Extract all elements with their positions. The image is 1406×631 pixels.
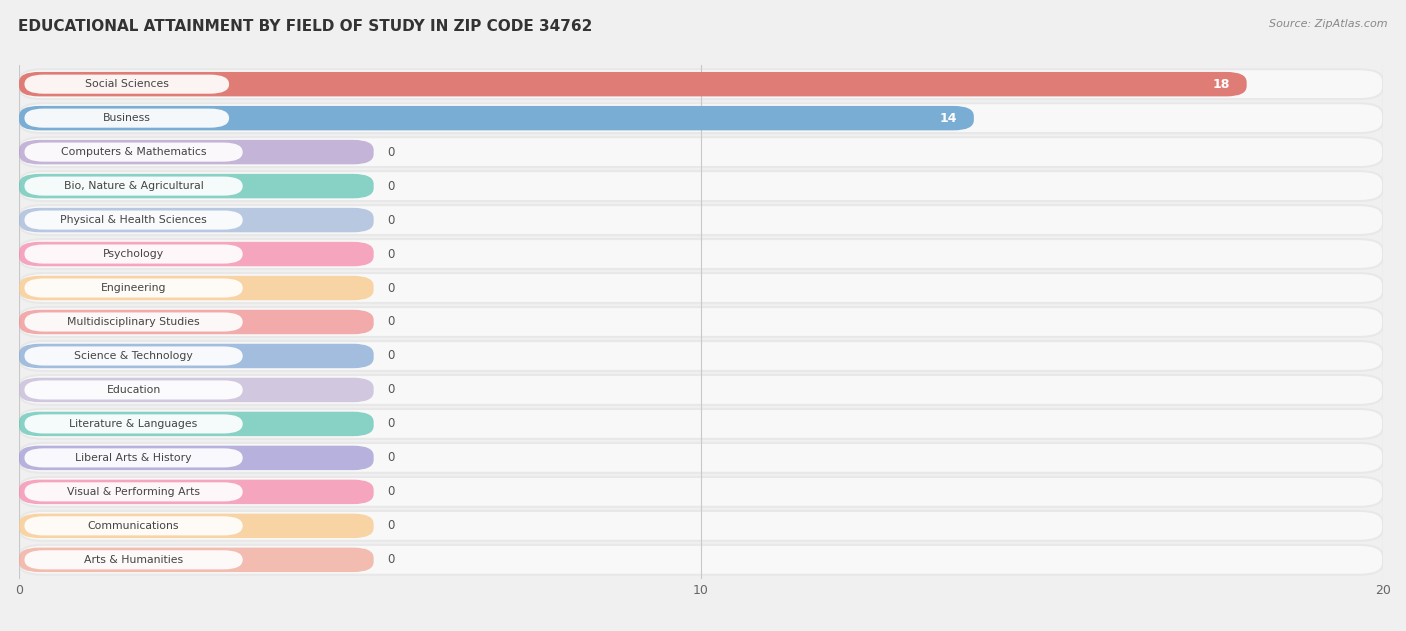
Text: 14: 14 [939,112,957,125]
Text: Business: Business [103,113,150,123]
Text: 0: 0 [387,485,395,498]
Text: 18: 18 [1212,78,1230,91]
FancyBboxPatch shape [20,511,1384,541]
Text: 0: 0 [387,519,395,533]
Text: 0: 0 [387,553,395,567]
Text: 0: 0 [387,213,395,227]
Text: 0: 0 [387,247,395,261]
Text: Literature & Languages: Literature & Languages [69,419,198,429]
FancyBboxPatch shape [24,109,229,127]
FancyBboxPatch shape [24,380,243,399]
Text: 0: 0 [387,146,395,158]
Text: 0: 0 [387,180,395,192]
Text: Education: Education [107,385,160,395]
FancyBboxPatch shape [20,477,1384,507]
FancyBboxPatch shape [20,140,374,164]
FancyBboxPatch shape [20,375,1384,405]
Text: Computers & Mathematics: Computers & Mathematics [60,147,207,157]
Text: Psychology: Psychology [103,249,165,259]
Text: 0: 0 [387,384,395,396]
FancyBboxPatch shape [20,514,374,538]
FancyBboxPatch shape [20,174,374,198]
Text: Liberal Arts & History: Liberal Arts & History [76,453,191,463]
FancyBboxPatch shape [20,310,374,334]
Text: Engineering: Engineering [101,283,166,293]
Text: Communications: Communications [87,521,180,531]
FancyBboxPatch shape [24,211,243,230]
FancyBboxPatch shape [20,445,374,470]
FancyBboxPatch shape [20,545,1384,575]
FancyBboxPatch shape [20,69,1384,99]
Text: Multidisciplinary Studies: Multidisciplinary Studies [67,317,200,327]
FancyBboxPatch shape [20,276,374,300]
FancyBboxPatch shape [20,480,374,504]
Text: 0: 0 [387,281,395,295]
FancyBboxPatch shape [20,72,1247,97]
Text: Visual & Performing Arts: Visual & Performing Arts [67,487,200,497]
Text: Source: ZipAtlas.com: Source: ZipAtlas.com [1270,19,1388,29]
Text: 0: 0 [387,316,395,329]
Text: Bio, Nature & Agricultural: Bio, Nature & Agricultural [63,181,204,191]
Text: 0: 0 [387,350,395,362]
FancyBboxPatch shape [20,307,1384,337]
FancyBboxPatch shape [20,205,1384,235]
FancyBboxPatch shape [20,344,374,369]
FancyBboxPatch shape [24,516,243,535]
FancyBboxPatch shape [24,74,229,94]
FancyBboxPatch shape [20,171,1384,201]
FancyBboxPatch shape [20,137,1384,167]
FancyBboxPatch shape [24,177,243,196]
FancyBboxPatch shape [24,482,243,502]
FancyBboxPatch shape [24,312,243,331]
FancyBboxPatch shape [20,443,1384,473]
FancyBboxPatch shape [20,239,1384,269]
FancyBboxPatch shape [20,378,374,402]
FancyBboxPatch shape [24,550,243,569]
FancyBboxPatch shape [20,106,974,131]
Text: Arts & Humanities: Arts & Humanities [84,555,183,565]
Text: 0: 0 [387,451,395,464]
Text: EDUCATIONAL ATTAINMENT BY FIELD OF STUDY IN ZIP CODE 34762: EDUCATIONAL ATTAINMENT BY FIELD OF STUDY… [18,19,593,34]
FancyBboxPatch shape [24,143,243,162]
FancyBboxPatch shape [20,548,374,572]
FancyBboxPatch shape [24,244,243,264]
FancyBboxPatch shape [24,278,243,298]
FancyBboxPatch shape [20,411,374,436]
Text: Science & Technology: Science & Technology [75,351,193,361]
Text: 0: 0 [387,418,395,430]
Text: Social Sciences: Social Sciences [84,79,169,89]
FancyBboxPatch shape [20,273,1384,303]
FancyBboxPatch shape [24,346,243,365]
FancyBboxPatch shape [20,208,374,232]
FancyBboxPatch shape [24,415,243,433]
Text: Physical & Health Sciences: Physical & Health Sciences [60,215,207,225]
FancyBboxPatch shape [24,449,243,468]
FancyBboxPatch shape [20,341,1384,371]
FancyBboxPatch shape [20,242,374,266]
FancyBboxPatch shape [20,409,1384,439]
FancyBboxPatch shape [20,103,1384,133]
